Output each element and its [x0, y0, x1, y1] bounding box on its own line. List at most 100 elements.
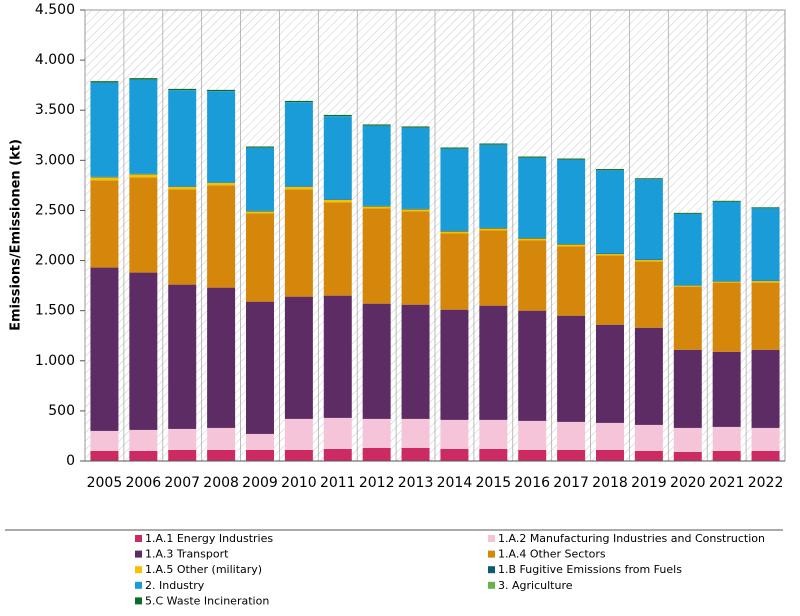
- x-tick-label: 2012: [359, 475, 395, 491]
- bar-segment: [363, 208, 391, 303]
- legend-swatch: [135, 582, 142, 589]
- bar-segment: [713, 427, 741, 451]
- bar-segment: [440, 231, 468, 232]
- bar-segment: [440, 231, 468, 233]
- legend-swatch: [135, 597, 142, 604]
- bar-segment: [246, 302, 274, 434]
- bar-segment: [674, 350, 702, 428]
- bar-segment: [518, 239, 546, 241]
- y-tick-label: 4.000: [35, 52, 75, 68]
- bar-segment: [363, 124, 391, 125]
- x-tick-label: 2006: [126, 475, 162, 491]
- y-tick-label: 2.500: [35, 202, 75, 218]
- legend-swatch: [135, 551, 142, 558]
- bar-segment: [596, 254, 624, 255]
- x-tick-label: 2011: [320, 475, 356, 491]
- x-tick-label: 2013: [398, 475, 434, 491]
- bar-segment: [324, 115, 352, 116]
- bar-segment: [207, 182, 235, 183]
- y-tick-label: 0: [66, 453, 75, 469]
- bar-segment: [324, 418, 352, 449]
- bar-segment: [479, 230, 507, 305]
- bar-segment: [713, 282, 741, 283]
- legend-label: 5.C Waste Incineration: [145, 594, 269, 607]
- bar-segment: [285, 419, 313, 450]
- bar-segment: [674, 213, 702, 214]
- y-tick-label: 1.500: [35, 303, 75, 319]
- y-tick-label: 2.000: [35, 253, 75, 269]
- bar-segment: [168, 450, 196, 461]
- y-tick-label: 3.000: [35, 152, 75, 168]
- bar-segment: [363, 448, 391, 461]
- bar-segment: [207, 450, 235, 461]
- bar-segment: [674, 287, 702, 350]
- bar-segment: [635, 178, 663, 179]
- bar-segment: [246, 147, 274, 148]
- legend-label: 2. Industry: [145, 579, 205, 592]
- bar-segment: [402, 419, 430, 448]
- bar-segment: [518, 450, 546, 461]
- bar-segment: [479, 228, 507, 229]
- bar-segment: [674, 214, 702, 285]
- bar-segment: [285, 102, 313, 186]
- legend-label: 1.A.3 Transport: [145, 548, 229, 561]
- bar-segment: [440, 420, 468, 449]
- bar-segment: [557, 244, 585, 245]
- bar-segment: [90, 268, 118, 431]
- bar-segment: [246, 450, 274, 461]
- x-tick-label: 2020: [670, 475, 706, 491]
- bar-segment: [518, 157, 546, 158]
- bar-segment: [752, 281, 780, 283]
- x-tick-label: 2015: [476, 475, 512, 491]
- bar-segment: [90, 83, 118, 177]
- bar-segment: [246, 211, 274, 212]
- bar-segment: [596, 423, 624, 450]
- y-tick-label: 500: [48, 403, 75, 419]
- bar-segment: [752, 451, 780, 461]
- legend-label: 1.B Fugitive Emissions from Fuels: [498, 563, 682, 576]
- bar-segment: [635, 451, 663, 461]
- bar-segment: [518, 238, 546, 239]
- bar-segment: [402, 126, 430, 127]
- legend-label: 1.A.2 Manufacturing Industries and Const…: [498, 532, 765, 545]
- bar-segment: [207, 288, 235, 428]
- bar-segment: [557, 316, 585, 422]
- bar-segment: [246, 148, 274, 211]
- bar-segment: [635, 260, 663, 261]
- bar-segment: [285, 189, 313, 296]
- bar-segment: [129, 177, 157, 272]
- bar-segment: [557, 422, 585, 450]
- bar-segment: [363, 419, 391, 448]
- bar-segment: [557, 450, 585, 461]
- bar-segment: [90, 177, 118, 180]
- bar-segment: [596, 254, 624, 256]
- bar-segment: [479, 420, 507, 449]
- legend-label: 3. Agriculture: [498, 579, 573, 592]
- bar-segment: [168, 189, 196, 284]
- bar-segment: [207, 185, 235, 287]
- x-tick-label: 2014: [437, 475, 473, 491]
- bar-segment: [635, 328, 663, 425]
- bar-segment: [635, 260, 663, 262]
- bar-segment: [246, 211, 274, 213]
- bar-segment: [440, 233, 468, 309]
- bar-segment: [635, 179, 663, 259]
- bar-segment: [207, 90, 235, 91]
- bar-segment: [129, 80, 157, 174]
- bar-segment: [129, 451, 157, 461]
- bar-segment: [129, 174, 157, 177]
- bar-segment: [285, 101, 313, 102]
- bar-segment: [402, 209, 430, 210]
- bar-segment: [596, 450, 624, 461]
- bar-segment: [518, 311, 546, 421]
- x-tick-label: 2018: [592, 475, 628, 491]
- bar-segment: [90, 177, 118, 178]
- bar-segment: [90, 451, 118, 461]
- bar-segment: [246, 434, 274, 450]
- bar-segment: [324, 202, 352, 295]
- bar-segment: [168, 285, 196, 429]
- bar-segment: [713, 281, 741, 282]
- bar-segment: [168, 186, 196, 187]
- bar-segment: [635, 262, 663, 328]
